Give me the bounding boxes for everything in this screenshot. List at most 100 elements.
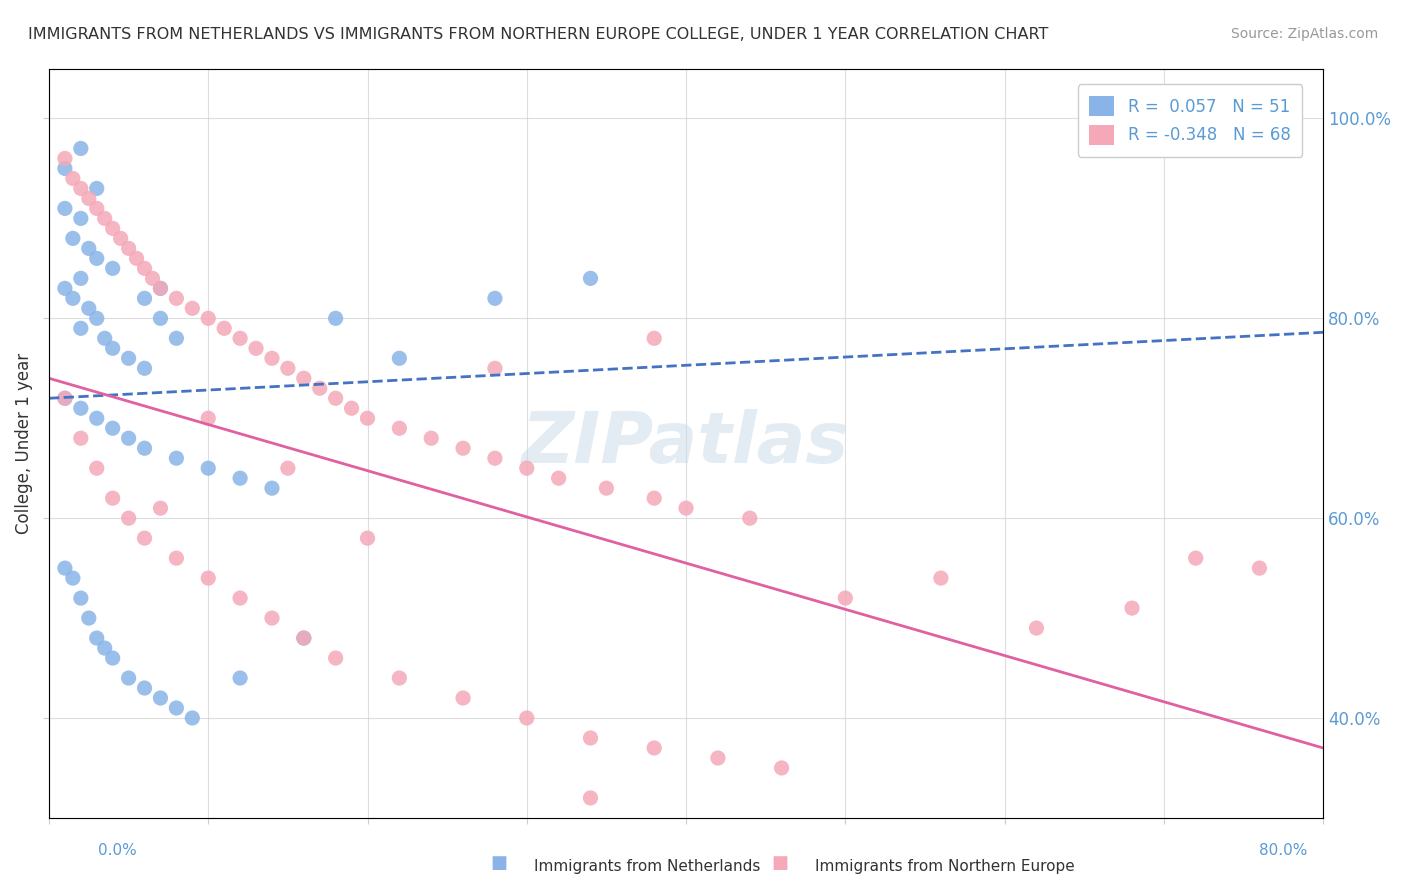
Point [110, 231, 132, 245]
Point [69, 211, 91, 226]
Point [245, 341, 267, 355]
Point [117, 241, 139, 255]
Point [212, 321, 235, 335]
Point [86, 631, 108, 645]
Point [197, 311, 219, 326]
Point [516, 461, 538, 475]
Point [77, 191, 100, 205]
Point [69, 591, 91, 606]
Point [77, 301, 100, 316]
Point [134, 441, 156, 455]
Text: Immigrants from Northern Europe: Immigrants from Northern Europe [815, 859, 1076, 874]
Text: Immigrants from Netherlands: Immigrants from Netherlands [534, 859, 761, 874]
Point [101, 651, 124, 665]
Point [117, 351, 139, 366]
Point [86, 202, 108, 216]
Point [181, 711, 204, 725]
Point [53, 391, 76, 405]
Text: ■: ■ [772, 855, 789, 872]
Point [260, 611, 283, 625]
Point [86, 461, 108, 475]
Point [134, 261, 156, 276]
Point [197, 461, 219, 475]
Point [451, 441, 474, 455]
Point [1025, 621, 1047, 635]
Point [149, 501, 172, 516]
Text: Source: ZipAtlas.com: Source: ZipAtlas.com [1230, 27, 1378, 41]
Point [579, 731, 602, 745]
Point [86, 252, 108, 266]
Point [69, 141, 91, 155]
Point [53, 161, 76, 176]
Point [260, 351, 283, 366]
Y-axis label: College, Under 1 year: College, Under 1 year [15, 352, 32, 533]
Point [93, 641, 115, 656]
Point [53, 202, 76, 216]
Point [117, 671, 139, 685]
Point [356, 411, 378, 425]
Point [1249, 561, 1271, 575]
Point [929, 571, 952, 585]
Point [101, 261, 124, 276]
Point [388, 351, 411, 366]
Point [356, 531, 378, 545]
Point [101, 221, 124, 235]
Text: IMMIGRANTS FROM NETHERLANDS VS IMMIGRANTS FROM NORTHERN EUROPE COLLEGE, UNDER 1 : IMMIGRANTS FROM NETHERLANDS VS IMMIGRANT… [28, 27, 1049, 42]
Point [86, 311, 108, 326]
Point [643, 741, 665, 756]
Point [165, 551, 187, 566]
Point [117, 431, 139, 445]
Point [308, 381, 330, 395]
Point [149, 691, 172, 706]
Point [86, 181, 108, 195]
Point [69, 401, 91, 416]
Point [149, 281, 172, 295]
Point [451, 691, 474, 706]
Point [149, 281, 172, 295]
Point [547, 471, 569, 485]
Text: 0.0%: 0.0% [98, 843, 138, 858]
Point [53, 561, 76, 575]
Point [53, 281, 76, 295]
Point [229, 671, 252, 685]
Point [484, 291, 506, 305]
Point [388, 671, 411, 685]
Point [141, 271, 163, 285]
Point [62, 231, 84, 245]
Point [197, 411, 219, 425]
Point [292, 631, 315, 645]
Point [134, 361, 156, 376]
Point [770, 761, 793, 775]
Point [77, 241, 100, 255]
Point [738, 511, 761, 525]
Point [69, 321, 91, 335]
Point [69, 431, 91, 445]
Point [325, 391, 347, 405]
Point [484, 361, 506, 376]
Point [643, 491, 665, 505]
Point [260, 481, 283, 495]
Point [149, 311, 172, 326]
Point [165, 291, 187, 305]
Point [277, 361, 299, 376]
Point [420, 431, 443, 445]
Point [675, 501, 697, 516]
Point [165, 701, 187, 715]
Point [643, 331, 665, 345]
Point [340, 401, 363, 416]
Point [86, 411, 108, 425]
Point [325, 651, 347, 665]
Text: 80.0%: 80.0% [1260, 843, 1308, 858]
Point [181, 301, 204, 316]
Point [125, 252, 148, 266]
Point [388, 421, 411, 435]
Point [53, 391, 76, 405]
Text: ZIPatlas: ZIPatlas [523, 409, 849, 478]
Point [229, 471, 252, 485]
Point [101, 491, 124, 505]
Point [1121, 601, 1143, 615]
Point [165, 451, 187, 466]
Point [134, 681, 156, 695]
Point [834, 591, 856, 606]
Point [93, 331, 115, 345]
